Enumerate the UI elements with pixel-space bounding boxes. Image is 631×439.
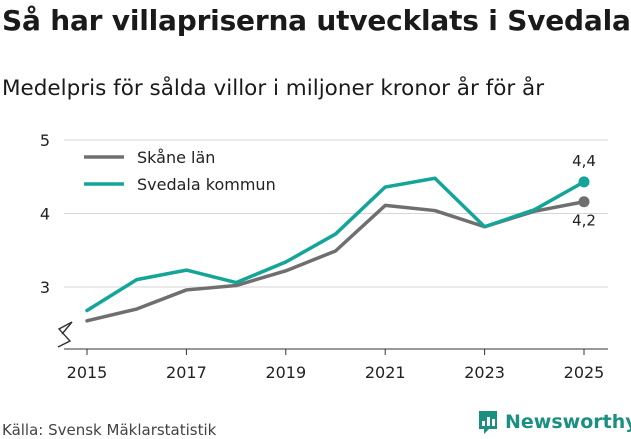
x-tick-label: 2017 <box>166 363 207 382</box>
x-tick-label: 2019 <box>265 363 306 382</box>
source-note: Källa: Svensk Mäklarstatistik <box>2 421 217 439</box>
y-tick-label: 3 <box>40 278 50 297</box>
brand-name: Newsworthy <box>505 411 631 433</box>
series-end-marker <box>578 196 590 208</box>
legend-label: Svedala kommun <box>137 175 276 194</box>
newsworthy-logo-icon <box>479 411 497 434</box>
y-tick-label: 4 <box>40 205 50 224</box>
chart-title: Så har villapriserna utvecklats i Svedal… <box>2 4 631 37</box>
x-tick-label: 2021 <box>365 363 406 382</box>
x-tick-label: 2025 <box>564 363 605 382</box>
series-end-label: 4,4 <box>572 152 596 170</box>
series-end-label: 4,2 <box>572 212 596 230</box>
newsworthy-logo: Newsworthy <box>477 409 631 435</box>
line-chart: 3 4 5 2015 2017 2019 2021 2023 2025 4,2 4,4 Skåne l… <box>40 131 608 382</box>
x-tick-label: 2015 <box>67 363 108 382</box>
legend-label: Skåne län <box>137 148 215 167</box>
x-tick-label: 2023 <box>464 363 505 382</box>
series-end-marker <box>578 176 590 188</box>
axis-break-icon <box>57 321 73 348</box>
y-tick-label: 5 <box>40 131 50 150</box>
chart-subtitle: Medelpris för sålda villor i miljoner kr… <box>2 76 545 101</box>
series-line-svedala-kommun <box>85 176 586 313</box>
